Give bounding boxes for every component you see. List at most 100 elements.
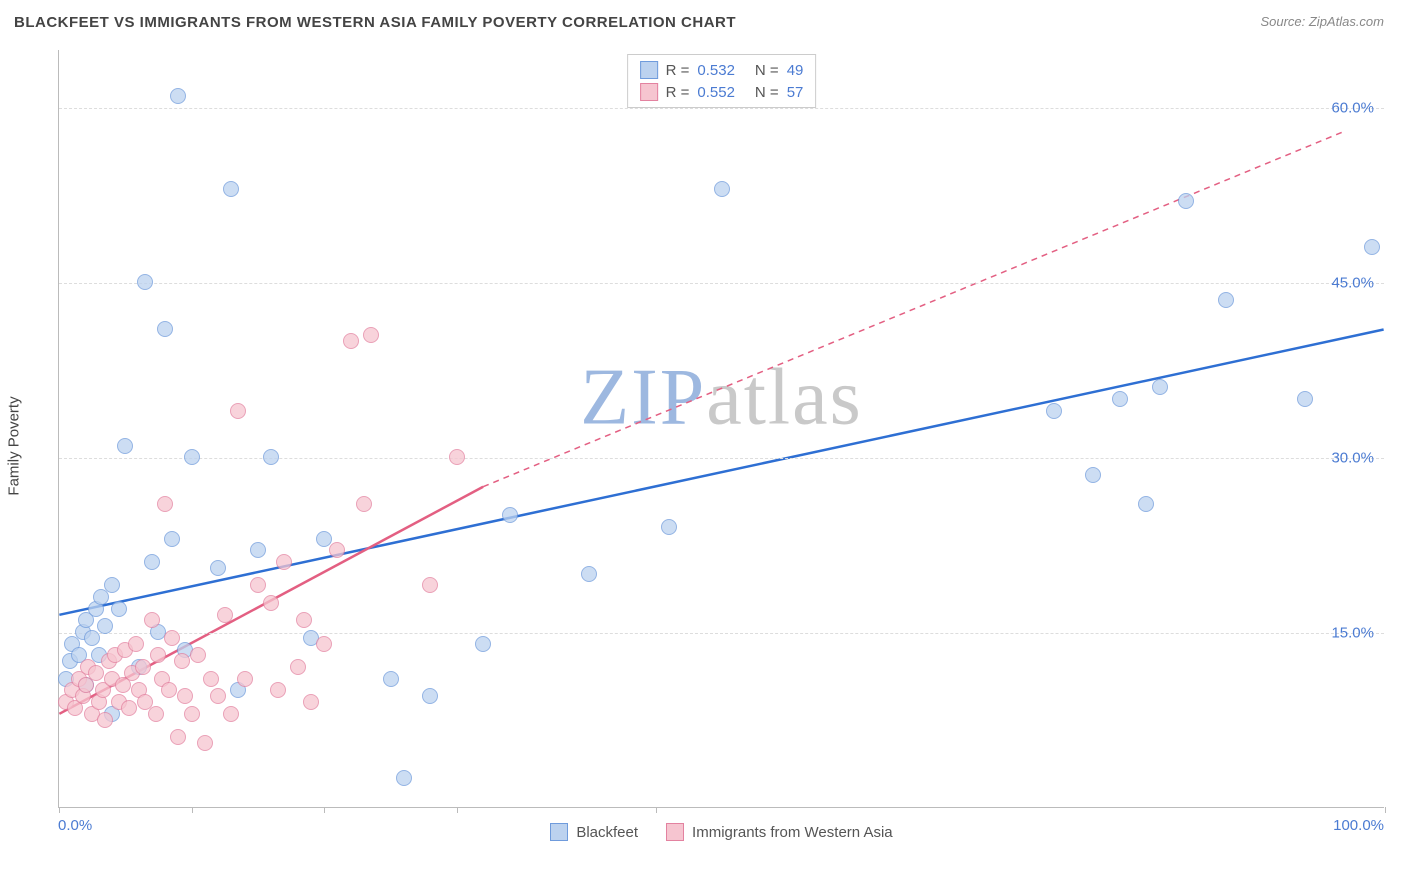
n-value: 57: [787, 84, 804, 101]
x-tick: [59, 807, 60, 813]
data-point: [184, 449, 200, 465]
data-point: [316, 636, 332, 652]
data-point: [1178, 193, 1194, 209]
data-point: [661, 519, 677, 535]
data-point: [230, 403, 246, 419]
swatch-immigrants: [640, 83, 658, 101]
data-point: [237, 671, 253, 687]
data-point: [203, 671, 219, 687]
legend-row-immigrants: R = 0.552 N = 57: [640, 81, 804, 103]
data-point: [97, 618, 113, 634]
swatch-blackfeet: [550, 823, 568, 841]
data-point: [290, 659, 306, 675]
data-point: [88, 665, 104, 681]
data-point: [117, 438, 133, 454]
data-point: [174, 653, 190, 669]
data-point: [383, 671, 399, 687]
data-point: [329, 542, 345, 558]
data-point: [422, 577, 438, 593]
source-name: ZipAtlas.com: [1309, 14, 1384, 29]
x-tick: [192, 807, 193, 813]
r-value: 0.552: [697, 84, 735, 101]
legend-row-blackfeet: R = 0.532 N = 49: [640, 59, 804, 81]
data-point: [111, 601, 127, 617]
data-point: [396, 770, 412, 786]
r-value: 0.532: [697, 62, 735, 79]
data-point: [1152, 379, 1168, 395]
x-max-label: 100.0%: [1333, 817, 1384, 834]
plot-area: ZIPatlas R = 0.532 N = 49 R = 0.552 N = …: [58, 50, 1384, 808]
data-point: [217, 607, 233, 623]
data-point: [184, 706, 200, 722]
n-label: N =: [755, 62, 779, 79]
chart-container: Family Poverty ZIPatlas R = 0.532 N = 49…: [14, 46, 1392, 846]
data-point: [263, 595, 279, 611]
data-point: [210, 560, 226, 576]
data-point: [581, 566, 597, 582]
data-point: [422, 688, 438, 704]
data-point: [150, 647, 166, 663]
series-label: Blackfeet: [576, 824, 638, 841]
data-point: [1138, 496, 1154, 512]
n-label: N =: [755, 84, 779, 101]
chart-title: BLACKFEET VS IMMIGRANTS FROM WESTERN ASI…: [14, 14, 736, 31]
data-point: [135, 659, 151, 675]
data-point: [164, 531, 180, 547]
trend-lines-layer: [59, 50, 1384, 807]
x-tick: [324, 807, 325, 813]
data-point: [1218, 292, 1234, 308]
y-axis-label: Family Poverty: [6, 396, 23, 495]
data-point: [356, 496, 372, 512]
data-point: [303, 694, 319, 710]
data-point: [223, 706, 239, 722]
correlation-legend: R = 0.532 N = 49 R = 0.552 N = 57: [627, 54, 817, 108]
data-point: [128, 636, 144, 652]
grid-line: [59, 633, 1384, 634]
data-point: [270, 682, 286, 698]
data-point: [475, 636, 491, 652]
grid-line: [59, 458, 1384, 459]
data-point: [157, 496, 173, 512]
data-point: [144, 612, 160, 628]
swatch-blackfeet: [640, 61, 658, 79]
data-point: [276, 554, 292, 570]
data-point: [210, 688, 226, 704]
data-point: [190, 647, 206, 663]
source-attribution: Source: ZipAtlas.com: [1260, 14, 1384, 29]
data-point: [1297, 391, 1313, 407]
series-legend: Blackfeet Immigrants from Western Asia: [59, 823, 1384, 841]
data-point: [223, 181, 239, 197]
data-point: [97, 712, 113, 728]
data-point: [250, 542, 266, 558]
data-point: [363, 327, 379, 343]
data-point: [502, 507, 518, 523]
x-min-label: 0.0%: [58, 817, 92, 834]
y-tick-label: 30.0%: [1331, 450, 1374, 467]
legend-item-blackfeet: Blackfeet: [550, 823, 638, 841]
trend-line: [483, 132, 1344, 487]
source-label: Source:: [1260, 14, 1308, 29]
data-point: [170, 88, 186, 104]
n-value: 49: [787, 62, 804, 79]
data-point: [137, 274, 153, 290]
series-label: Immigrants from Western Asia: [692, 824, 893, 841]
x-tick: [656, 807, 657, 813]
x-tick: [457, 807, 458, 813]
data-point: [161, 682, 177, 698]
trend-line: [59, 330, 1383, 615]
data-point: [104, 577, 120, 593]
grid-line: [59, 108, 1384, 109]
data-point: [164, 630, 180, 646]
data-point: [1364, 239, 1380, 255]
data-point: [121, 700, 137, 716]
data-point: [1112, 391, 1128, 407]
y-tick-label: 60.0%: [1331, 100, 1374, 117]
data-point: [316, 531, 332, 547]
y-tick-label: 15.0%: [1331, 625, 1374, 642]
data-point: [157, 321, 173, 337]
y-tick-label: 45.0%: [1331, 275, 1374, 292]
data-point: [263, 449, 279, 465]
data-point: [296, 612, 312, 628]
data-point: [714, 181, 730, 197]
r-label: R =: [666, 84, 690, 101]
